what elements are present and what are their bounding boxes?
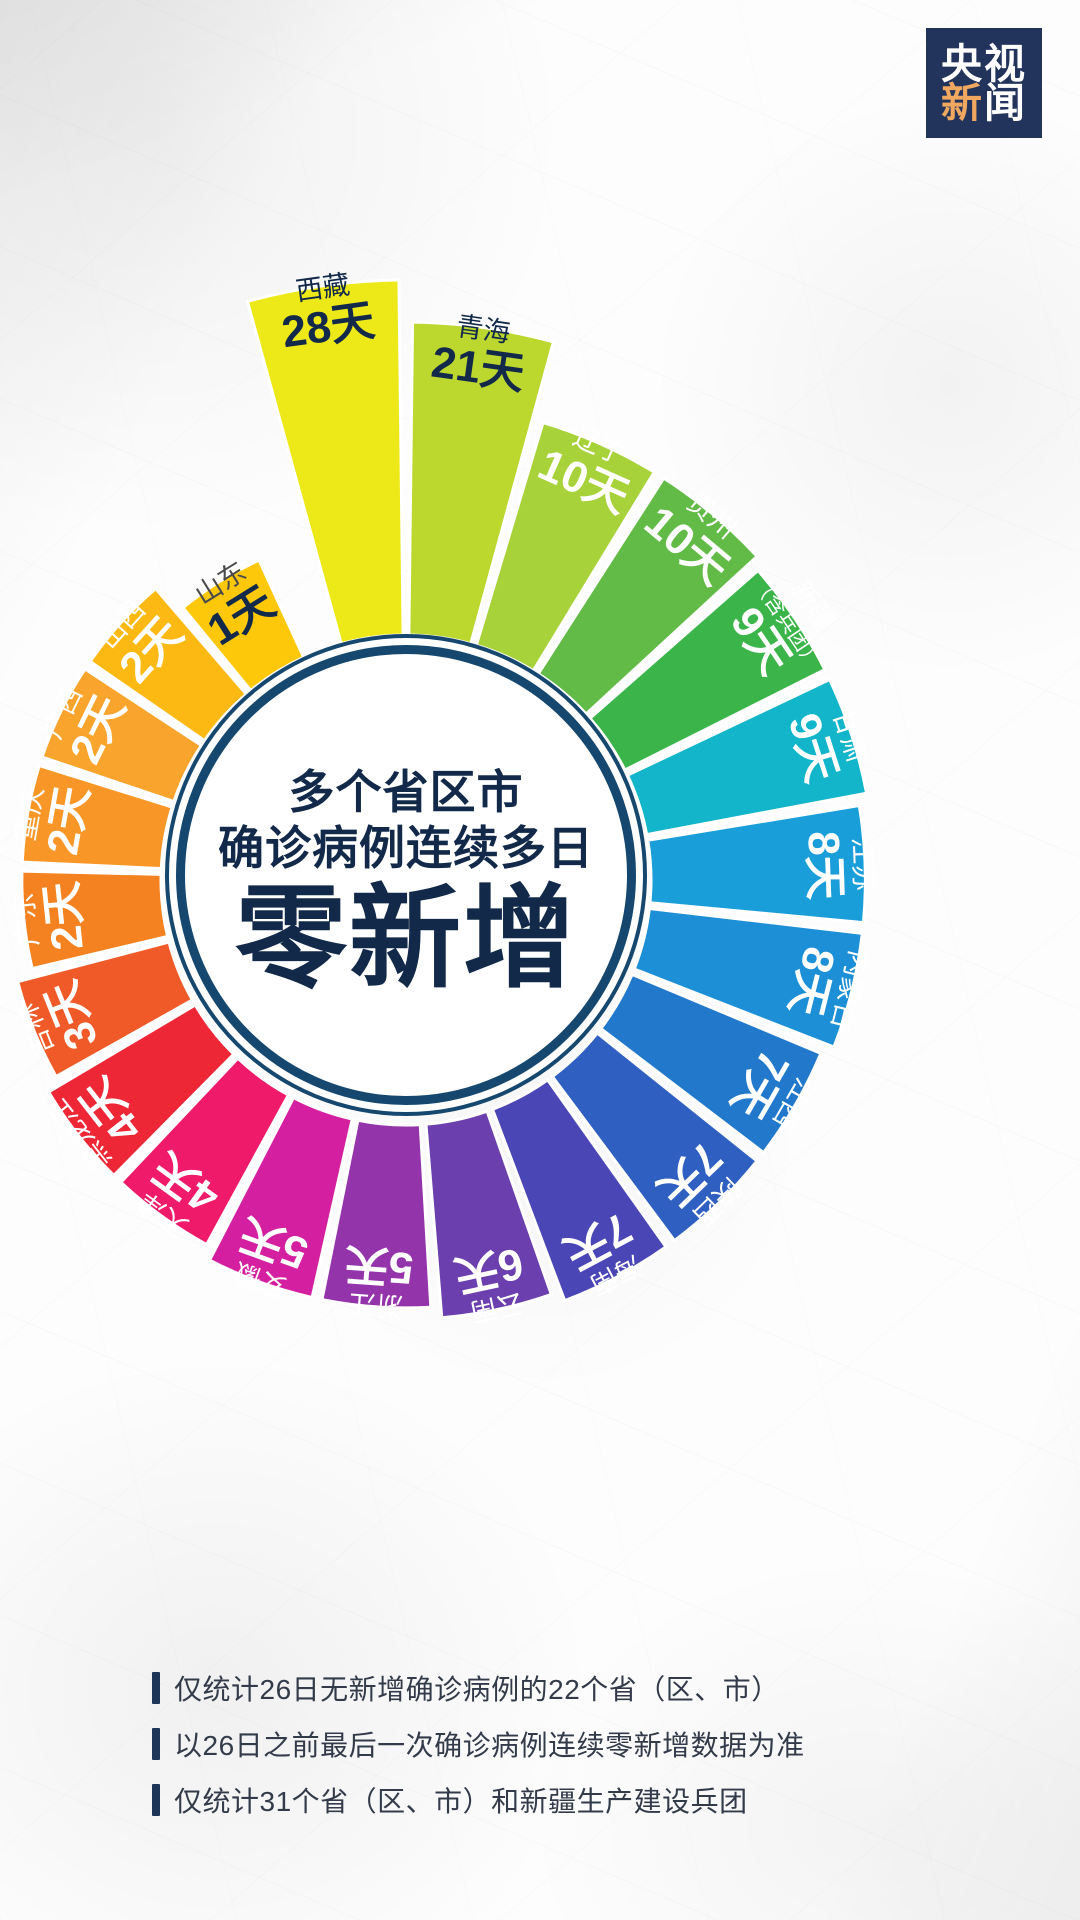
seg-val: 2天 xyxy=(37,879,93,952)
footnote-text: 以26日之前最后一次确诊病例连续零新增数据为准 xyxy=(174,1730,805,1761)
seg-name: 青海 xyxy=(455,311,513,348)
seg-name: 浙江 xyxy=(348,1288,404,1322)
wheel-segment[interactable] xyxy=(20,869,170,971)
wheel-segment[interactable] xyxy=(207,1095,355,1300)
wheel-segment[interactable] xyxy=(407,320,556,646)
cctv-news-logo: 央视 新 闻 xyxy=(926,28,1042,138)
wheel-segment[interactable] xyxy=(474,420,657,673)
footnote-text: 仅统计26日无新增确诊病例的22个省（区、市） xyxy=(174,1674,780,1705)
center-badge: 多个省区市 确诊病例连续多日 零新增 xyxy=(176,645,636,1105)
wheel-segment[interactable] xyxy=(46,1002,236,1178)
wheel-segment[interactable] xyxy=(20,763,174,871)
seg-val: 5天 xyxy=(343,1239,415,1293)
center-line-2: 确诊病例连续多日 xyxy=(218,823,594,874)
wheel-segment[interactable] xyxy=(40,666,204,804)
seg-name: 广东 xyxy=(8,892,43,949)
logo-line-1: 央视 xyxy=(941,40,1027,87)
wheel-segment[interactable] xyxy=(424,1109,554,1320)
wheel-segment[interactable] xyxy=(180,558,306,693)
wheel-segment[interactable] xyxy=(550,1030,760,1243)
center-line-1: 多个省区市 xyxy=(288,767,524,819)
wheel-segment[interactable] xyxy=(625,677,869,837)
wheel-segment[interactable] xyxy=(88,586,249,743)
wheel-segment[interactable] xyxy=(320,1118,433,1310)
wheel-segment[interactable] xyxy=(646,803,867,925)
wheel-segment[interactable] xyxy=(598,972,823,1155)
footnote-item: 仅统计26日无新增确诊病例的22个省（区、市） xyxy=(152,1668,805,1708)
center-headline: 零新增 xyxy=(235,877,577,1002)
footnote-item: 以26日之前最后一次确诊病例连续零新增数据为准 xyxy=(152,1724,805,1764)
wheel-segment[interactable] xyxy=(632,906,864,1050)
wheel-segment[interactable] xyxy=(15,940,195,1079)
bullet-bar-icon xyxy=(152,1672,160,1704)
footnote-list: 仅统计26日无新增确诊病例的22个省（区、市） 以26日之前最后一次确诊病例连续… xyxy=(152,1668,805,1820)
footnote-text: 仅统计31个省（区、市）和新疆生产建设兵团 xyxy=(174,1786,748,1817)
logo-line-2: 新 闻 xyxy=(941,80,1027,126)
logo-plain-char: 闻 xyxy=(984,80,1027,126)
wheel-segment[interactable] xyxy=(245,278,405,646)
wheel-segment[interactable] xyxy=(118,1056,291,1247)
seg-name: 江苏 xyxy=(847,837,879,892)
seg-val: 8天 xyxy=(798,830,849,900)
logo-accent-char: 新 xyxy=(941,80,984,126)
bullet-bar-icon xyxy=(152,1784,160,1816)
wheel-segment[interactable] xyxy=(587,568,827,773)
bullet-bar-icon xyxy=(152,1728,160,1760)
seg-name: 西藏 xyxy=(294,269,352,306)
seg-val: 2天 xyxy=(38,782,98,858)
wheel-segment[interactable] xyxy=(536,475,760,717)
wheel-segment[interactable] xyxy=(490,1077,669,1303)
footnote-item: 仅统计31个省（区、市）和新疆生产建设兵团 xyxy=(152,1780,805,1820)
